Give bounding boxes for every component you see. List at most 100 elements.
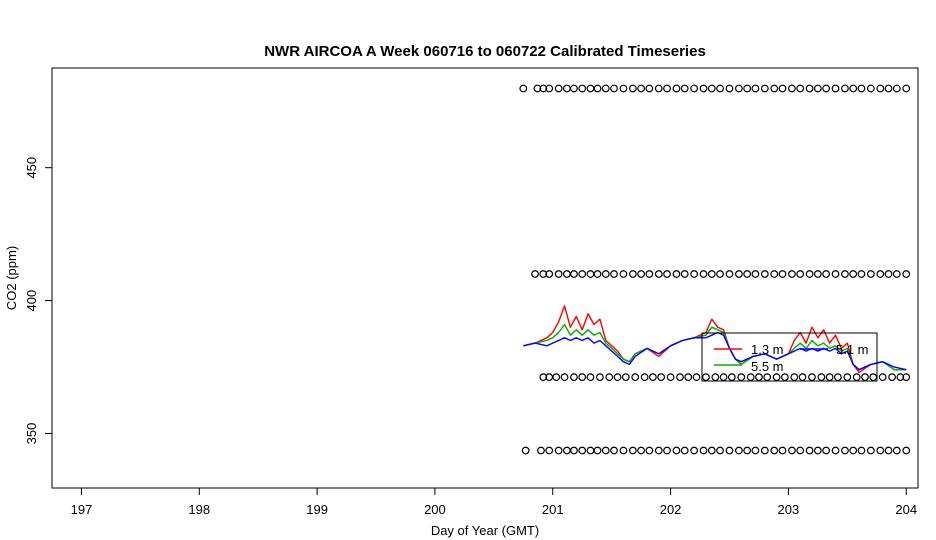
- calibration-point: [849, 446, 858, 455]
- calibration-point: [796, 270, 805, 278]
- calibration-point: [805, 446, 814, 455]
- calibration-point: [545, 446, 554, 455]
- calibration-point: [605, 373, 614, 382]
- calibration-point: [725, 270, 734, 278]
- calibration-point: [707, 446, 716, 455]
- legend-label: 5.5 m: [751, 359, 784, 374]
- calibration-point: [866, 446, 875, 455]
- x-tick-label: 197: [71, 502, 93, 517]
- calibration-point: [699, 446, 708, 455]
- calibration-point: [610, 270, 618, 278]
- calibration-point: [876, 84, 885, 93]
- calibration-point: [545, 84, 554, 93]
- calibration-point: [570, 270, 578, 278]
- calibration-point: [637, 84, 646, 93]
- calibration-point: [676, 373, 684, 382]
- x-axis-label: Day of Year (GMT): [431, 523, 539, 538]
- calibration-point: [884, 84, 893, 93]
- calibration-point: [735, 84, 743, 93]
- calibration-point: [902, 373, 911, 382]
- calibration-point: [545, 270, 554, 278]
- calibration-point: [751, 84, 760, 93]
- calibration-point: [570, 446, 578, 455]
- calibration-point: [521, 446, 530, 455]
- calibration-point: [539, 270, 548, 278]
- calibration-point: [857, 84, 866, 93]
- calibration-point: [892, 84, 901, 93]
- calibration-point: [770, 84, 779, 93]
- series-line: [523, 323, 907, 371]
- y-axis-label: CO2 (ppm): [4, 246, 19, 310]
- calibration-point: [788, 446, 796, 455]
- calibration-point: [537, 446, 545, 455]
- calibration-point: [735, 270, 743, 278]
- calibration-point: [663, 270, 671, 278]
- calibration-point: [813, 446, 822, 455]
- calibration-point: [610, 446, 618, 455]
- calibration-point: [808, 373, 816, 382]
- calibration-point: [796, 84, 805, 93]
- calibration-point: [770, 446, 779, 455]
- calibration-point: [755, 373, 763, 382]
- calibration-point: [562, 446, 571, 455]
- calibration-point: [654, 446, 663, 455]
- calibration-point: [743, 446, 752, 455]
- calibration-point: [640, 373, 649, 382]
- series-line: [523, 331, 907, 371]
- calibration-point: [586, 84, 595, 93]
- calibration-point: [866, 270, 875, 278]
- calibration-point: [849, 84, 858, 93]
- x-tick-label: 201: [542, 502, 564, 517]
- legend: 1.3 m 5.5 m 5.1 m: [701, 332, 878, 382]
- calibration-point: [680, 84, 689, 93]
- calibration-point: [857, 446, 866, 455]
- calibration-point: [578, 84, 587, 93]
- calibration-point: [751, 270, 760, 278]
- calibration-point: [593, 270, 602, 278]
- calibration-point: [884, 270, 893, 278]
- calibration-point: [578, 446, 587, 455]
- calibration-point: [539, 373, 548, 382]
- calibration-point: [822, 446, 830, 455]
- calibration-point: [601, 446, 610, 455]
- calibration-point: [805, 84, 814, 93]
- calibration-point: [780, 373, 789, 382]
- calibration-point: [719, 373, 728, 382]
- calibration-point: [707, 84, 716, 93]
- calibration-point: [552, 373, 561, 382]
- calibration-point: [841, 270, 849, 278]
- calibration-point: [805, 270, 814, 278]
- calibration-point: [699, 84, 708, 93]
- y-tick-label: 400: [24, 290, 39, 312]
- calibration-point: [876, 270, 885, 278]
- calibration-point: [562, 84, 571, 93]
- calibration-point: [857, 270, 866, 278]
- calibration-point: [822, 270, 830, 278]
- calibration-point: [746, 373, 755, 382]
- calibration-point: [861, 373, 869, 382]
- calibration-point: [554, 270, 563, 278]
- plot-area-frame: [51, 67, 919, 489]
- calibration-point: [593, 84, 602, 93]
- x-tick-label: 203: [778, 502, 800, 517]
- calibration-point: [788, 84, 796, 93]
- calibration-point: [648, 373, 657, 382]
- calibration-point: [852, 373, 861, 382]
- calibration-point: [902, 446, 911, 455]
- calibration-point: [770, 270, 779, 278]
- x-tick-label: 199: [306, 502, 328, 517]
- calibration-point: [699, 270, 708, 278]
- calibration-point: [690, 446, 699, 455]
- calibration-point: [666, 373, 675, 382]
- x-tick-label: 198: [188, 502, 210, 517]
- x-tick-label: 204: [895, 502, 917, 517]
- calibration-point: [672, 84, 681, 93]
- calibration-point: [751, 446, 760, 455]
- calibration-point: [663, 84, 671, 93]
- calibration-point: [692, 373, 701, 382]
- calibration-point: [831, 270, 840, 278]
- calibration-point: [790, 373, 799, 382]
- calibration-point: [743, 84, 752, 93]
- calibration-point: [663, 446, 671, 455]
